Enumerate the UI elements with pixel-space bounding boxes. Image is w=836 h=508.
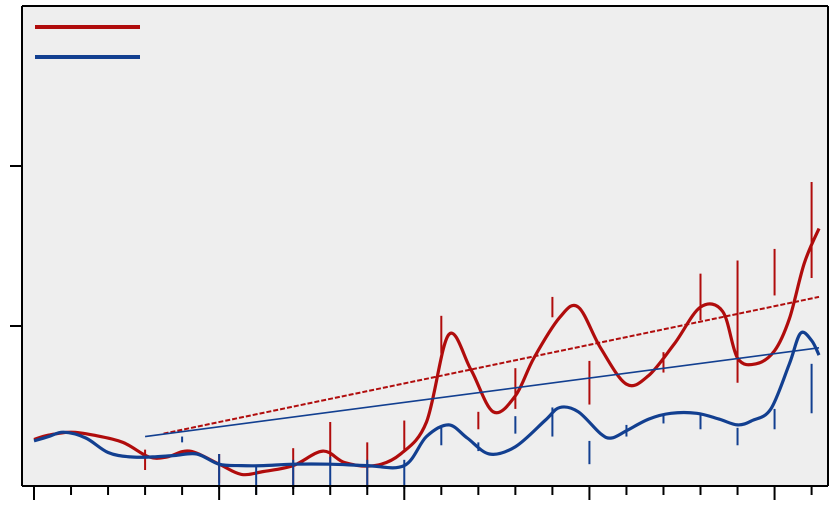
plot-background xyxy=(22,6,828,486)
series-line-2 xyxy=(33,330,821,470)
trend-line-1 xyxy=(163,295,820,435)
trend-line-2 xyxy=(144,347,820,438)
